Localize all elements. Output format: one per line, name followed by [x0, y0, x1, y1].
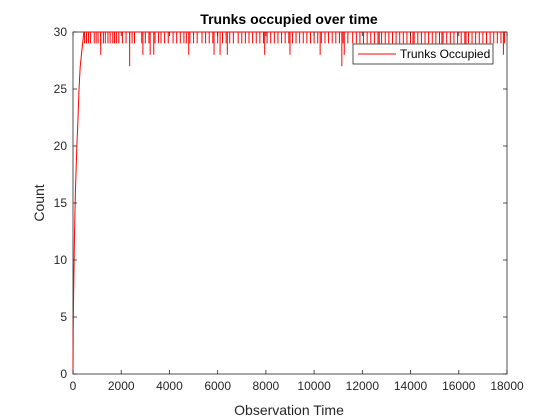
- series-trunks-occupied-ramp: [72, 31, 85, 375]
- x-tick-label: 10000: [297, 379, 331, 393]
- y-tick-label: 25: [54, 82, 68, 96]
- y-tick-label: 10: [54, 253, 68, 267]
- x-axis-label: Observation Time: [234, 402, 344, 418]
- chart-title: Trunks occupied over time: [200, 11, 378, 27]
- x-tick-label: 4000: [156, 379, 183, 393]
- y-tick-label: 0: [60, 367, 67, 381]
- x-tick-label: 14000: [394, 379, 428, 393]
- x-tick-label: 18000: [490, 379, 524, 393]
- legend: Trunks Occupied: [352, 43, 494, 65]
- y-tick-label: 20: [54, 139, 68, 153]
- x-tick-label: 6000: [204, 379, 231, 393]
- x-tick-label: 2000: [108, 379, 135, 393]
- x-tick-label: 8000: [253, 379, 280, 393]
- x-tick-label: 16000: [442, 379, 476, 393]
- legend-entry-trunks-occupied: Trunks Occupied: [400, 47, 490, 61]
- y-tick-label: 5: [60, 310, 67, 324]
- legend-box: [352, 43, 494, 65]
- x-tick-label: 0: [70, 379, 77, 393]
- x-tick-label: 12000: [346, 379, 380, 393]
- y-axis-label: Count: [31, 184, 47, 221]
- y-tick-label: 30: [54, 25, 68, 39]
- axes-box: [72, 31, 508, 375]
- plot-area: [72, 31, 508, 375]
- y-tick-label: 15: [54, 196, 68, 210]
- ticks-layer: 0 2000 4000 6000 8000 10000 12000 14000 16000 180…: [54, 25, 524, 393]
